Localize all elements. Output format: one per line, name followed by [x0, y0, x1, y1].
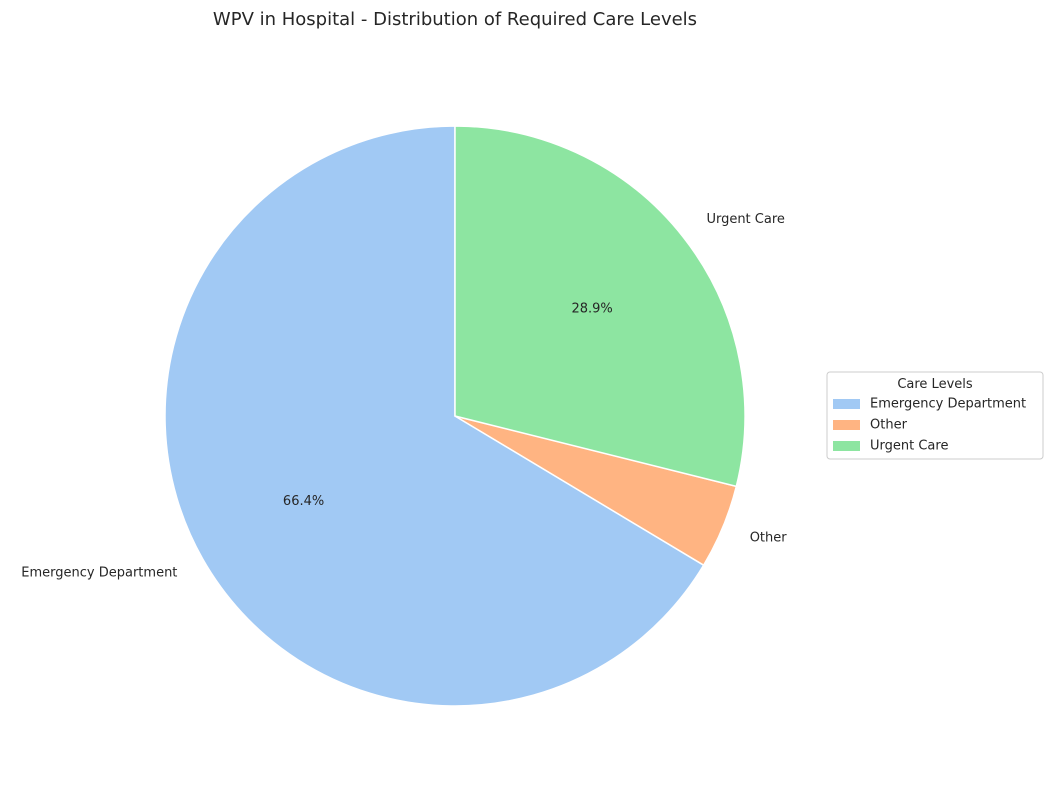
legend-label-urgent-care: Urgent Care	[870, 439, 948, 454]
chart-title: WPV in Hospital - Distribution of Requir…	[213, 9, 697, 30]
slice-label-other: Other	[750, 531, 788, 546]
pie-slices	[164, 125, 746, 707]
legend-label-other: Other	[870, 418, 908, 433]
legend-swatch-urgent-care	[833, 441, 860, 451]
legend-swatch-other	[833, 420, 860, 430]
slice-label-urgent-care: Urgent Care	[706, 212, 784, 227]
legend-label-emergency-department: Emergency Department	[870, 397, 1026, 412]
pie-slice-urgent-care	[454, 125, 746, 488]
legend-title: Care Levels	[897, 377, 973, 392]
pie-slice-emergency-department	[164, 125, 705, 707]
slice-pct-urgent-care: 28.9%	[571, 301, 612, 316]
legend-frame	[826, 371, 1044, 460]
slice-label-emergency-department: Emergency Department	[21, 566, 177, 581]
legend: Care Levels Emergency Department Other Urg…	[826, 371, 1044, 460]
slice-labels: Emergency Department 66.4% Other Urgent Car…	[21, 212, 787, 580]
slice-pct-emergency-department: 66.4%	[283, 494, 324, 509]
legend-swatch-emergency-department	[833, 399, 860, 409]
